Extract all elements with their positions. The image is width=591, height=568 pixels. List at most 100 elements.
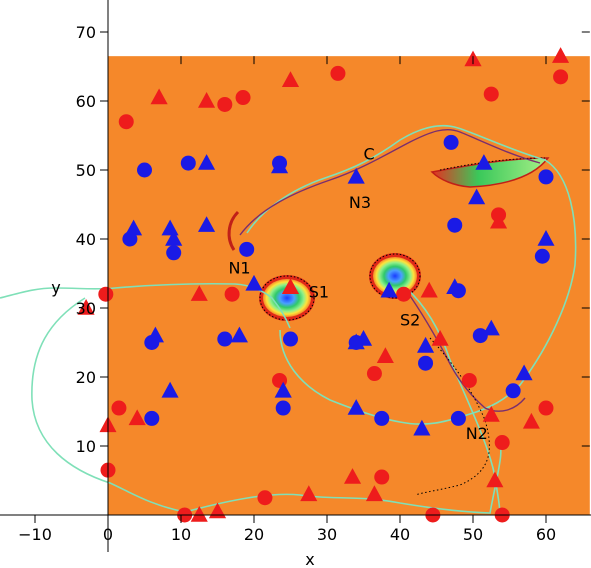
annotation-label: S2 bbox=[400, 310, 420, 329]
red-circle-marker bbox=[98, 286, 114, 302]
blue-triangle-marker bbox=[165, 230, 183, 246]
annotation-label: N1 bbox=[228, 259, 250, 278]
blue-triangle-marker bbox=[146, 326, 164, 343]
blue-circle-marker bbox=[166, 245, 182, 261]
blue-triangle-marker bbox=[380, 281, 398, 298]
blue-circle-marker bbox=[137, 162, 152, 178]
blue-circle-marker bbox=[505, 383, 521, 399]
red-triangle-marker bbox=[431, 330, 449, 346]
blue-circle-marker bbox=[374, 410, 390, 426]
blue-triangle-marker bbox=[347, 399, 365, 415]
annotation-label: N3 bbox=[349, 193, 371, 212]
x-tick-label: 10 bbox=[171, 525, 191, 544]
annotation-label: C bbox=[364, 145, 375, 164]
separatrix-right-inner bbox=[405, 287, 501, 516]
annotation-label: S1 bbox=[309, 283, 329, 302]
y-axis-label: y bbox=[51, 278, 60, 297]
red-triangle-marker bbox=[281, 278, 300, 294]
red-triangle-marker bbox=[376, 347, 394, 363]
y-tick-label: 70 bbox=[76, 23, 96, 42]
red-triangle-marker bbox=[522, 412, 540, 429]
red-circle-marker bbox=[494, 435, 510, 451]
x-tick-label: −10 bbox=[18, 525, 52, 544]
blue-triangle-marker bbox=[274, 381, 292, 398]
red-triangle-marker bbox=[190, 506, 208, 522]
blue-triangle-marker bbox=[475, 154, 493, 170]
vortex-features bbox=[227, 157, 550, 321]
red-triangle-marker bbox=[486, 471, 504, 488]
red-triangle-marker bbox=[420, 281, 438, 298]
blue-circle-marker bbox=[275, 400, 291, 416]
red-triangle-marker bbox=[490, 212, 508, 229]
red-triangle-marker bbox=[128, 409, 146, 426]
y-tick-label: 60 bbox=[76, 92, 96, 111]
red-circle-marker bbox=[553, 69, 569, 85]
blue-triangle-marker bbox=[347, 167, 365, 184]
red-triangle-marker bbox=[190, 285, 208, 301]
blue-circle-marker bbox=[239, 241, 255, 257]
red-circle-marker bbox=[374, 469, 390, 485]
manifold-curve-right bbox=[405, 289, 526, 412]
y-tick-label: 40 bbox=[76, 230, 96, 249]
vortex-s2-contour bbox=[369, 253, 421, 299]
blue-triangle-marker bbox=[413, 419, 431, 436]
blue-circle-marker bbox=[443, 134, 459, 150]
manifold-dotted bbox=[414, 337, 490, 496]
red-triangle-marker bbox=[344, 468, 362, 484]
x-tick-label: 0 bbox=[103, 525, 113, 544]
x-tick-label: 30 bbox=[317, 525, 337, 544]
blue-triangle-marker bbox=[198, 216, 216, 232]
blue-triangle-marker bbox=[537, 230, 555, 246]
red-triangle-marker bbox=[150, 88, 168, 105]
manifold-curve-top bbox=[239, 128, 541, 236]
y-tick-label: 50 bbox=[76, 161, 96, 180]
red-triangle-marker bbox=[482, 405, 500, 422]
blue-circle-marker bbox=[538, 169, 554, 185]
blue-triangle-marker bbox=[482, 319, 500, 336]
red-circle-marker bbox=[111, 400, 127, 416]
vorticity-field-background bbox=[108, 56, 590, 516]
vortex-s2-core bbox=[373, 257, 417, 295]
red-circle-marker bbox=[538, 400, 554, 416]
red-circle-marker bbox=[461, 372, 477, 388]
annotation-label: N2 bbox=[466, 424, 488, 443]
y-tick-label: 20 bbox=[76, 368, 96, 387]
red-circle-marker bbox=[217, 96, 233, 112]
blue-triangle-marker bbox=[245, 274, 263, 291]
vortex-s1-contour bbox=[259, 275, 315, 321]
separatrix-outer-left bbox=[31, 297, 502, 514]
blue-circle-marker bbox=[217, 331, 233, 347]
markers bbox=[77, 47, 570, 523]
red-circle-marker bbox=[257, 490, 273, 506]
red-triangle-marker bbox=[77, 299, 95, 315]
red-circle-marker bbox=[483, 86, 499, 102]
blue-circle-marker bbox=[418, 355, 434, 371]
vortex-n1-arc bbox=[227, 210, 240, 251]
red-triangle-marker bbox=[300, 485, 318, 502]
red-triangle-marker bbox=[198, 92, 216, 108]
blue-triangle-marker bbox=[198, 154, 216, 170]
red-circle-marker bbox=[224, 286, 240, 302]
vortex-s1-core bbox=[263, 279, 311, 317]
x-tick-label: 60 bbox=[536, 525, 556, 544]
annotations: C N3 N1 S1 S2 N2 bbox=[228, 145, 487, 443]
y-tick-label: 10 bbox=[76, 437, 96, 456]
red-circle-marker bbox=[330, 65, 346, 81]
red-triangle-marker bbox=[208, 502, 227, 519]
blue-triangle-marker bbox=[230, 326, 248, 343]
red-circle-marker bbox=[396, 286, 412, 302]
blue-circle-marker bbox=[180, 155, 196, 171]
red-circle-marker bbox=[366, 366, 382, 382]
red-triangle-marker bbox=[281, 71, 300, 87]
blue-circle-marker bbox=[447, 217, 463, 233]
separatrix-curves bbox=[0, 124, 577, 516]
x-axis-label: x bbox=[305, 550, 314, 568]
blue-triangle-marker bbox=[417, 336, 435, 353]
blue-triangle-marker bbox=[271, 157, 289, 174]
blue-triangle-marker bbox=[468, 188, 486, 205]
x-tick-label: 40 bbox=[390, 525, 410, 544]
blue-triangle-marker bbox=[354, 330, 373, 346]
blue-circle-marker bbox=[283, 331, 298, 347]
red-circle-marker bbox=[118, 114, 134, 130]
